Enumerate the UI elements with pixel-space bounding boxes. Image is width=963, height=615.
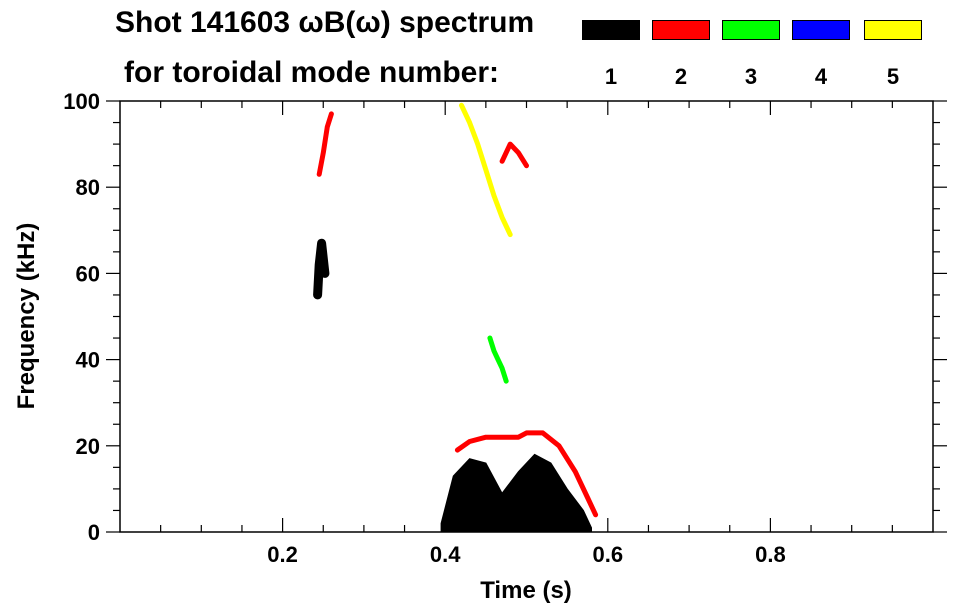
y-tick-label: 100 bbox=[63, 89, 100, 114]
legend-mode-2: 2 bbox=[674, 64, 688, 89]
x-tick-label: 0.6 bbox=[593, 542, 624, 567]
x-tick-label: 0.4 bbox=[430, 542, 461, 567]
x-axis-label: Time (s) bbox=[480, 577, 572, 604]
spectrum-region-mode-3-5 bbox=[487, 335, 509, 384]
y-axis-label: Frequency (kHz) bbox=[13, 223, 40, 410]
y-tick-label: 80 bbox=[76, 175, 100, 200]
spectrum-region-mode-5-6 bbox=[459, 102, 513, 238]
legend-mode-3: 3 bbox=[744, 64, 758, 89]
spectrum-regions bbox=[313, 102, 599, 533]
y-tick-label: 40 bbox=[76, 348, 100, 373]
legend-swatch-mode-2 bbox=[652, 20, 710, 40]
legend-mode-5: 5 bbox=[886, 64, 900, 89]
y-tick-label: 60 bbox=[76, 261, 100, 286]
legend-mode-4: 4 bbox=[814, 64, 828, 89]
spectrum-region-mode-1-1 bbox=[313, 238, 330, 300]
spectrum-region-mode-2-4 bbox=[499, 141, 529, 169]
x-tick-label: 0.8 bbox=[755, 542, 786, 567]
axis-ticks bbox=[106, 100, 947, 533]
axis-tick-labels: 0.2 0.4 0.6 0.8 0 20 40 60 80 100 bbox=[63, 89, 785, 567]
legend-swatch-mode-1 bbox=[582, 20, 640, 40]
chart-title-line1: Shot 141603 ωB(ω) spectrum bbox=[115, 6, 535, 39]
y-tick-label: 0 bbox=[88, 520, 100, 545]
spectrum-region-mode-2-3 bbox=[316, 111, 334, 177]
y-tick-label: 20 bbox=[76, 434, 100, 459]
legend-swatch-mode-4 bbox=[792, 20, 850, 40]
x-tick-label: 0.2 bbox=[267, 542, 298, 567]
legend-swatch-mode-3 bbox=[722, 20, 780, 40]
legend-mode-1: 1 bbox=[604, 64, 618, 89]
spectrum-region-mode-2-2 bbox=[454, 430, 599, 518]
chart-title-line2: for toroidal mode number: bbox=[124, 56, 499, 89]
legend-swatch-mode-5 bbox=[864, 20, 922, 40]
